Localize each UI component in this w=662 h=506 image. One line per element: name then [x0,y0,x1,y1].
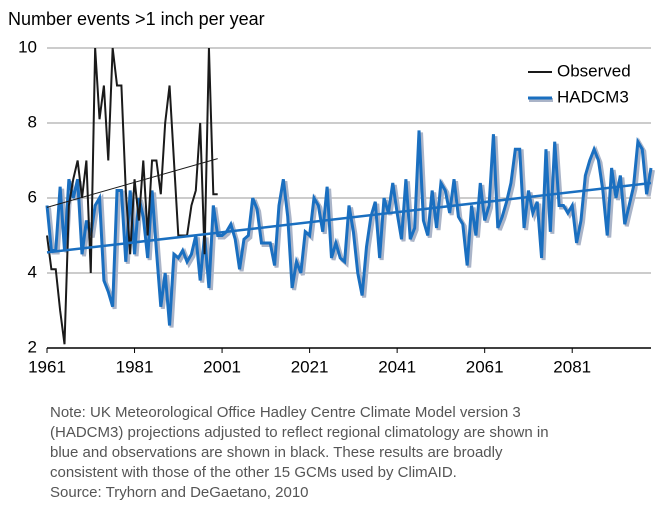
trend-line [46,158,218,208]
y-tick-label: 2 [28,337,37,356]
note-line: (HADCM3) projections adjusted to reflect… [50,424,549,441]
legend-label: Observed [557,61,631,80]
y-tick-label: 6 [28,187,37,206]
y-tick-label: 8 [28,112,37,131]
legend-label: HADCM3 [557,87,629,106]
x-tick-label: 2021 [291,357,329,376]
x-tick-label: 2081 [553,357,591,376]
trend-line [46,181,652,254]
y-tick-label: 10 [18,37,37,56]
line-shadow [47,132,655,328]
note-line: blue and observations are shown in black… [50,444,503,461]
note-line: Source: Tryhorn and DeGaetano, 2010 [50,484,309,501]
y-tick-label: 4 [28,262,37,281]
note-line: Note: UK Meteorological Office Hadley Ce… [50,404,521,421]
x-tick-label: 2041 [378,357,416,376]
x-tick-label: 1981 [116,357,154,376]
series-line [45,130,653,326]
note-line: consistent with those of the other 15 GC… [50,464,457,481]
chart-title: Number events >1 inch per year [8,9,265,29]
x-tick-label: 1961 [28,357,66,376]
x-tick-label: 2061 [466,357,504,376]
x-tick-label: 2001 [203,357,241,376]
series-line [46,47,218,345]
